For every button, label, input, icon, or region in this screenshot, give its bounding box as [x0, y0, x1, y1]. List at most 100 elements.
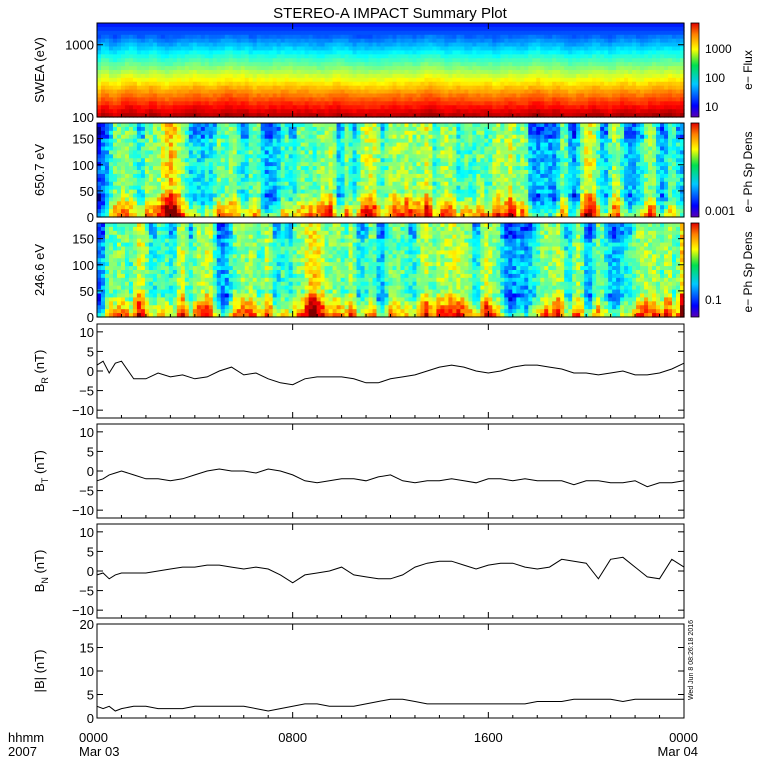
heatmap-cell — [148, 209, 154, 214]
heatmap-cell — [136, 30, 142, 36]
heatmap-cell — [164, 197, 170, 202]
heatmap-cell — [108, 113, 114, 118]
heatmap-cell — [376, 81, 382, 87]
heatmap-cell — [424, 77, 430, 83]
heatmap-cell — [672, 23, 677, 28]
heatmap-cell — [408, 93, 414, 99]
heatmap-cell — [224, 146, 230, 152]
heatmap-cell — [528, 97, 533, 102]
heatmap-cell — [208, 105, 214, 110]
heatmap-cell — [424, 81, 430, 87]
heatmap-cell — [224, 142, 230, 148]
heatmap-cell — [636, 42, 641, 48]
heatmap-cell — [204, 58, 210, 63]
heatmap-cell — [136, 162, 142, 167]
heatmap-cell — [212, 77, 218, 83]
heatmap-cell — [132, 162, 138, 167]
heatmap-cell — [184, 201, 190, 206]
heatmap-cell — [292, 42, 298, 48]
heatmap-cell — [172, 113, 178, 118]
heatmap-cell — [432, 23, 438, 28]
heatmap-cell — [324, 105, 330, 110]
heatmap-cell — [252, 123, 258, 128]
heatmap-cell — [404, 34, 410, 40]
heatmap-cell — [660, 89, 665, 95]
heatmap-cell — [124, 177, 130, 183]
heatmap-cell — [212, 138, 218, 144]
heatmap-cell — [404, 26, 410, 32]
heatmap-cell — [548, 23, 553, 28]
heatmap-cell — [636, 66, 641, 71]
heatmap-cell — [676, 62, 681, 67]
heatmap-cell — [664, 93, 669, 99]
heatmap-cell — [116, 213, 122, 218]
heatmap-cell — [636, 77, 641, 83]
heatmap-cell — [144, 54, 150, 59]
heatmap-cell — [208, 185, 214, 191]
heatmap-cell — [304, 42, 310, 48]
heatmap-cell — [156, 70, 162, 75]
heatmap-cell — [252, 134, 258, 140]
heatmap-cell — [596, 38, 601, 44]
heatmap-cell — [244, 213, 250, 218]
heatmap-cell — [216, 38, 222, 44]
heatmap-cell — [552, 113, 557, 118]
heatmap-cell — [468, 81, 473, 87]
heatmap-cell — [156, 23, 162, 28]
heatmap-cell — [208, 34, 214, 40]
heatmap-cell — [412, 77, 418, 83]
heatmap-cell — [204, 213, 210, 218]
heatmap-cell — [532, 97, 537, 102]
heatmap-cell — [224, 113, 230, 118]
heatmap-cell — [108, 201, 114, 206]
heatmap-cell — [476, 105, 481, 110]
heatmap-cell — [116, 181, 122, 187]
heatmap-cell — [572, 73, 577, 79]
heatmap-cell — [272, 62, 278, 67]
heatmap-cell — [424, 101, 430, 106]
heatmap-cell — [100, 130, 106, 136]
heatmap-cell — [452, 105, 457, 110]
heatmap-cell — [180, 113, 186, 118]
heatmap-cell — [380, 73, 386, 79]
heatmap-cell — [148, 189, 154, 195]
heatmap-cell — [284, 185, 290, 191]
heatmap-cell — [436, 42, 442, 48]
heatmap-cell — [288, 101, 294, 106]
heatmap-cell — [104, 158, 110, 163]
heatmap-cell — [512, 113, 517, 118]
heatmap-cell — [604, 23, 609, 28]
heatmap-cell — [356, 77, 362, 83]
heatmap-cell — [188, 205, 194, 210]
heatmap-cell — [584, 77, 589, 83]
heatmap-cell — [268, 101, 274, 106]
heatmap-cell — [440, 109, 445, 114]
heatmap-cell — [156, 197, 162, 202]
heatmap-cell — [304, 105, 310, 110]
heatmap-cell — [284, 23, 290, 28]
heatmap-cell — [360, 97, 366, 102]
heatmap-cell — [112, 201, 118, 206]
heatmap-cell — [144, 181, 150, 187]
heatmap-cell — [176, 58, 182, 63]
heatmap-cell — [224, 173, 230, 179]
heatmap-cell — [144, 105, 150, 110]
heatmap-cell — [420, 105, 426, 110]
heatmap-cell — [116, 101, 122, 106]
heatmap-cell — [472, 34, 477, 40]
heatmap-cell — [644, 58, 649, 63]
heatmap-cell — [308, 177, 314, 183]
heatmap-cell — [192, 77, 198, 83]
heatmap-cell — [272, 123, 278, 128]
heatmap-cell — [448, 85, 453, 91]
heatmap-cell — [188, 105, 194, 110]
heatmap-cell — [524, 101, 529, 106]
heatmap-cell — [632, 23, 637, 28]
heatmap-cell — [556, 70, 561, 75]
heatmap-cell — [192, 105, 198, 110]
heatmap-cell — [236, 193, 242, 199]
heatmap-cell — [228, 126, 234, 132]
heatmap-cell — [332, 66, 338, 71]
heatmap-cell — [468, 93, 473, 99]
heatmap-cell — [364, 93, 370, 99]
